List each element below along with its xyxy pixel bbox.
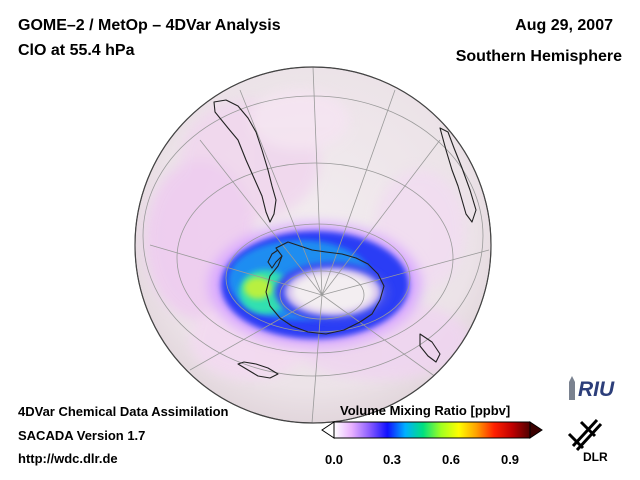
colorbar-tick-1: 0.3: [382, 452, 402, 467]
map-subtitle: ClO at 55.4 hPa: [18, 42, 135, 59]
footer-url[interactable]: http://wdc.dlr.de: [18, 451, 118, 466]
colorbar-tick-3: 0.9: [500, 452, 520, 467]
map-title: GOME–2 / MetOp – 4DVar Analysis: [18, 17, 281, 34]
antarctica-coast: [265, 241, 385, 335]
riu-logo-mark: [569, 376, 575, 400]
dlr-logo-text: DLR: [583, 450, 608, 464]
riu-logo: RIU: [569, 376, 615, 401]
australia-coast: [419, 333, 441, 363]
graticule: [142, 67, 490, 423]
south-america-coast: [213, 99, 277, 223]
coastlines: [213, 99, 477, 379]
colorbar-over-arrow: [529, 421, 543, 439]
map-date: Aug 29, 2007: [515, 17, 613, 34]
clo-polar-vortex: [209, 223, 421, 347]
footer-assimilation: 4DVar Chemical Data Assimilation: [18, 404, 229, 419]
africa-coast: [439, 127, 477, 223]
dlr-logo-icon: [567, 418, 603, 452]
footer-version: SACADA Version 1.7: [18, 428, 146, 443]
colorbar-tick-2: 0.6: [441, 452, 461, 467]
colorbar: [321, 421, 543, 439]
colorbar-under-arrow: [321, 421, 335, 439]
new-zealand-coast: [237, 361, 279, 379]
antarctic-peninsula: [267, 249, 283, 269]
riu-logo-text: RIU: [578, 378, 615, 401]
colorbar-title: Volume Mixing Ratio [ppbv]: [340, 403, 511, 418]
colorbar-tick-0: 0.0: [324, 452, 344, 467]
hemisphere-label: Southern Hemisphere: [455, 48, 622, 65]
colorbar-gradient: [333, 421, 531, 439]
